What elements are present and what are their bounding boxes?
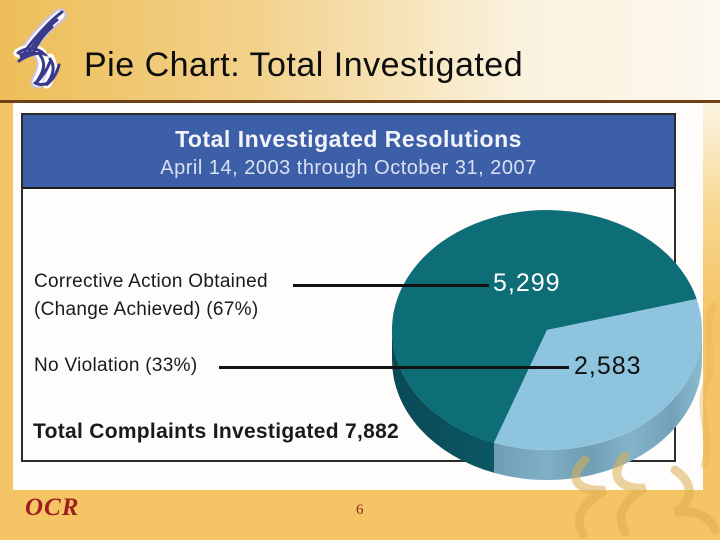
leader-line-no-violation — [219, 366, 569, 369]
footer-org-label: OCR — [25, 494, 80, 521]
decorative-swirl-right-icon — [699, 301, 718, 469]
chart-subtitle: April 14, 2003 through October 31, 2007 — [160, 157, 537, 179]
header-divider — [0, 100, 720, 103]
hhs-eagle-logo-icon — [13, 8, 67, 89]
label-corrective-line1: Corrective Action Obtained — [34, 271, 268, 292]
value-corrective: 5,299 — [493, 269, 561, 297]
chart-title: Total Investigated Resolutions — [175, 126, 522, 152]
pie-side-corrective — [392, 330, 494, 473]
chart-frame: Total Investigated Resolutions April 14,… — [21, 113, 676, 462]
decorative-swirl-icon — [571, 451, 720, 539]
pie-slice-no-violation — [494, 299, 702, 451]
label-total-complaints: Total Complaints Investigated 7,882 — [33, 420, 400, 443]
label-no-violation: No Violation (33%) — [34, 355, 198, 376]
right-gold-strip — [703, 103, 720, 313]
pie-chart — [391, 210, 703, 481]
value-no-violation: 2,583 — [574, 352, 642, 380]
leader-line-corrective — [293, 284, 489, 287]
eagle-head-shape — [19, 51, 41, 60]
slide-header — [0, 0, 720, 100]
chart-titlebar: Total Investigated Resolutions April 14,… — [23, 115, 674, 189]
label-corrective-line2: (Change Achieved) (67%) — [34, 299, 259, 320]
slide-title: Pie Chart: Total Investigated — [84, 46, 524, 84]
pie-slice-corrective — [391, 210, 697, 443]
pie-side-no-violation — [494, 330, 703, 481]
slide-page-number: 6 — [356, 502, 364, 518]
